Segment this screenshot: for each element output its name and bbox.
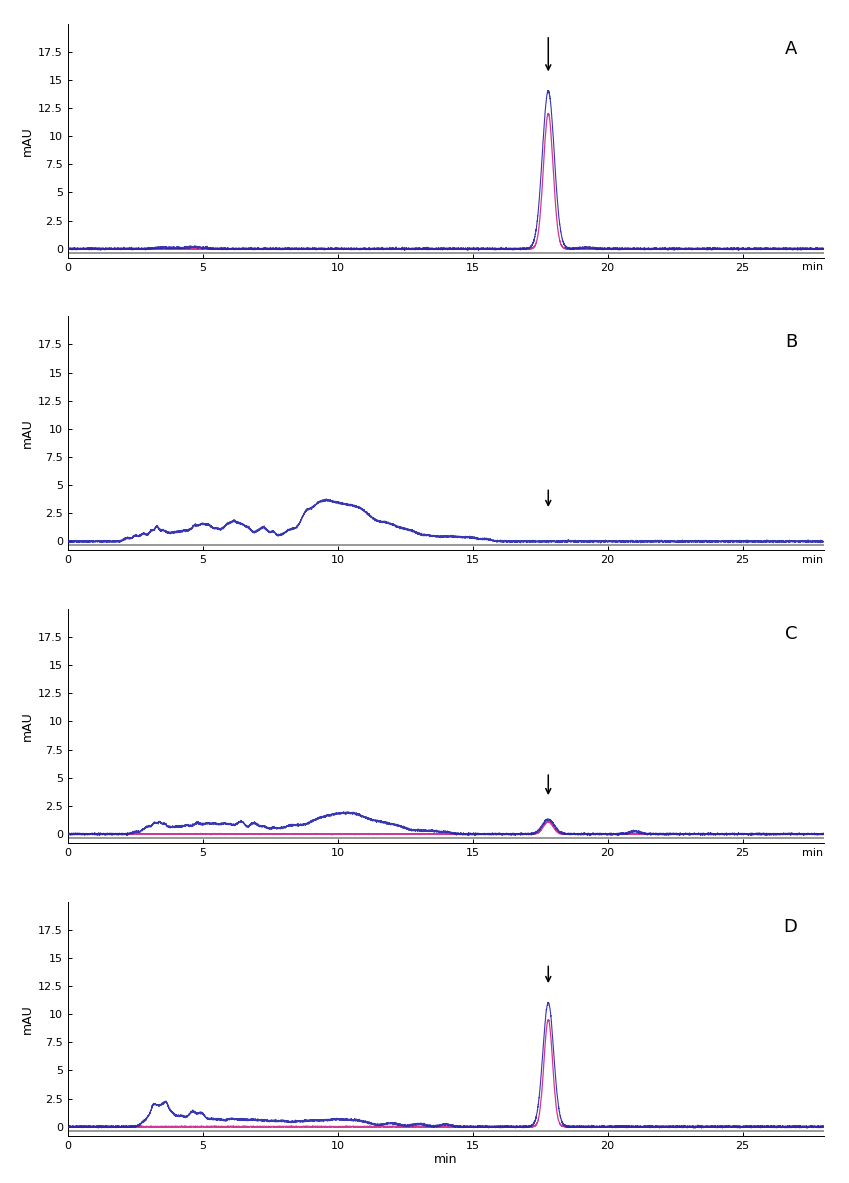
Text: C: C — [784, 626, 797, 644]
Text: min: min — [802, 848, 824, 858]
Y-axis label: mAU: mAU — [21, 1003, 34, 1034]
Text: B: B — [784, 332, 797, 350]
Text: A: A — [784, 40, 797, 58]
Text: min: min — [802, 555, 824, 565]
Y-axis label: mAU: mAU — [21, 125, 34, 156]
Text: D: D — [784, 918, 797, 936]
X-axis label: min: min — [434, 1153, 458, 1166]
Y-axis label: mAU: mAU — [21, 419, 34, 448]
Y-axis label: mAU: mAU — [21, 711, 34, 741]
Text: min: min — [802, 263, 824, 272]
